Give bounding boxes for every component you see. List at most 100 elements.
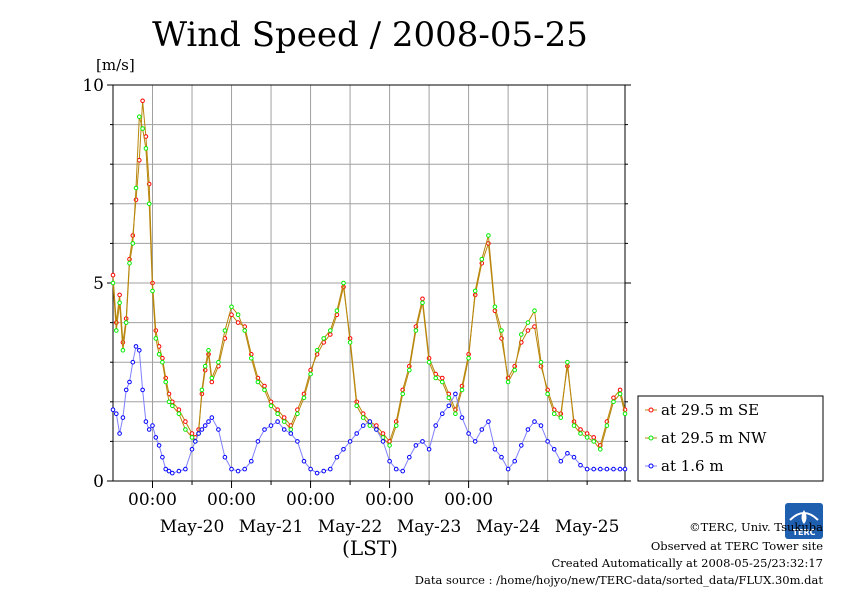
data-point [321, 468, 327, 474]
terc-logo-icon: TERC [785, 503, 823, 539]
data-point [143, 419, 149, 424]
data-point [565, 359, 570, 365]
data-point [176, 407, 182, 413]
data-point [183, 427, 188, 432]
data-point [268, 423, 274, 428]
data-point [130, 241, 136, 246]
data-point [584, 466, 590, 472]
data-point [242, 466, 247, 472]
data-point [166, 468, 172, 474]
data-point [209, 375, 215, 381]
data-point [137, 348, 142, 353]
data-point [479, 256, 485, 262]
logo-text: TERC [793, 528, 816, 537]
data-point [354, 403, 360, 409]
legend-label: at 1.6 m [661, 457, 724, 475]
x-tick-label: 00:00 [128, 490, 177, 510]
series-2 [110, 114, 628, 452]
data-point [374, 423, 379, 428]
data-point [617, 466, 623, 472]
plot-grid [113, 85, 625, 481]
data-point [235, 312, 241, 318]
data-point [617, 387, 623, 393]
data-point [367, 419, 373, 424]
data-point [374, 427, 379, 432]
data-point [249, 355, 254, 361]
data-point [519, 443, 524, 448]
data-point [262, 427, 267, 432]
series-3 [110, 344, 628, 476]
y-axis-ticks: 0 5 10 [82, 76, 631, 492]
x-axis-label: (LST) [342, 536, 398, 560]
data-point [110, 280, 116, 286]
data-point [202, 423, 208, 428]
x-day-label: May-23 [397, 517, 462, 537]
data-point [117, 292, 122, 298]
data-point [519, 332, 524, 337]
data-point [571, 454, 577, 460]
data-point [127, 260, 132, 266]
data-point [512, 367, 518, 373]
data-point [558, 458, 564, 464]
data-point [532, 419, 537, 424]
data-point [551, 447, 557, 452]
data-point [117, 300, 122, 306]
data-point [308, 466, 313, 472]
data-point [617, 391, 623, 397]
data-point [505, 466, 511, 472]
data-point [479, 427, 485, 432]
data-point [440, 379, 445, 385]
data-point [492, 304, 498, 310]
data-point [288, 427, 294, 432]
data-point [123, 387, 129, 393]
data-point [407, 367, 412, 373]
data-point [440, 411, 445, 417]
data-point [505, 379, 511, 385]
data-point [183, 466, 188, 472]
x-day-label: May-25 [555, 517, 620, 537]
data-point [387, 443, 392, 448]
data-point [400, 468, 406, 474]
data-point [117, 431, 122, 436]
chart-title: Wind Speed / 2008-05-25 [152, 15, 588, 55]
series-layer [110, 98, 628, 476]
data-point [525, 328, 531, 333]
legend-swatch-marker [648, 463, 654, 469]
data-point [209, 415, 215, 420]
data-point [189, 431, 195, 436]
y-tick-label: 0 [93, 472, 104, 492]
data-point [170, 470, 175, 476]
data-point [110, 407, 116, 413]
data-point [153, 435, 159, 440]
data-point [545, 439, 550, 444]
data-point [120, 348, 126, 353]
data-point [262, 383, 267, 389]
legend-swatch-marker [648, 407, 654, 413]
credit-copyright: ©TERC, Univ. Tsukuba [689, 520, 823, 534]
data-point [189, 447, 195, 452]
data-point [183, 419, 188, 424]
data-point [367, 423, 373, 428]
data-point [565, 451, 570, 456]
legend-swatch-marker [648, 435, 654, 441]
x-day-label: May-20 [160, 517, 225, 537]
data-point [611, 399, 616, 405]
data-point [433, 423, 439, 428]
data-point [137, 114, 142, 119]
data-point [163, 379, 168, 385]
legend-label: at 29.5 m NW [661, 429, 767, 447]
data-point [538, 423, 544, 428]
data-point [140, 387, 145, 393]
data-point [413, 328, 419, 333]
x-tick-label: 00:00 [207, 490, 256, 510]
data-point [160, 454, 165, 460]
data-point [160, 359, 165, 365]
data-point [137, 157, 142, 163]
data-point [354, 431, 360, 436]
y-tick-label: 5 [93, 274, 104, 294]
data-point [156, 443, 162, 448]
data-point [166, 399, 172, 405]
data-point [360, 415, 366, 420]
data-point [420, 439, 425, 444]
data-point [525, 320, 531, 325]
